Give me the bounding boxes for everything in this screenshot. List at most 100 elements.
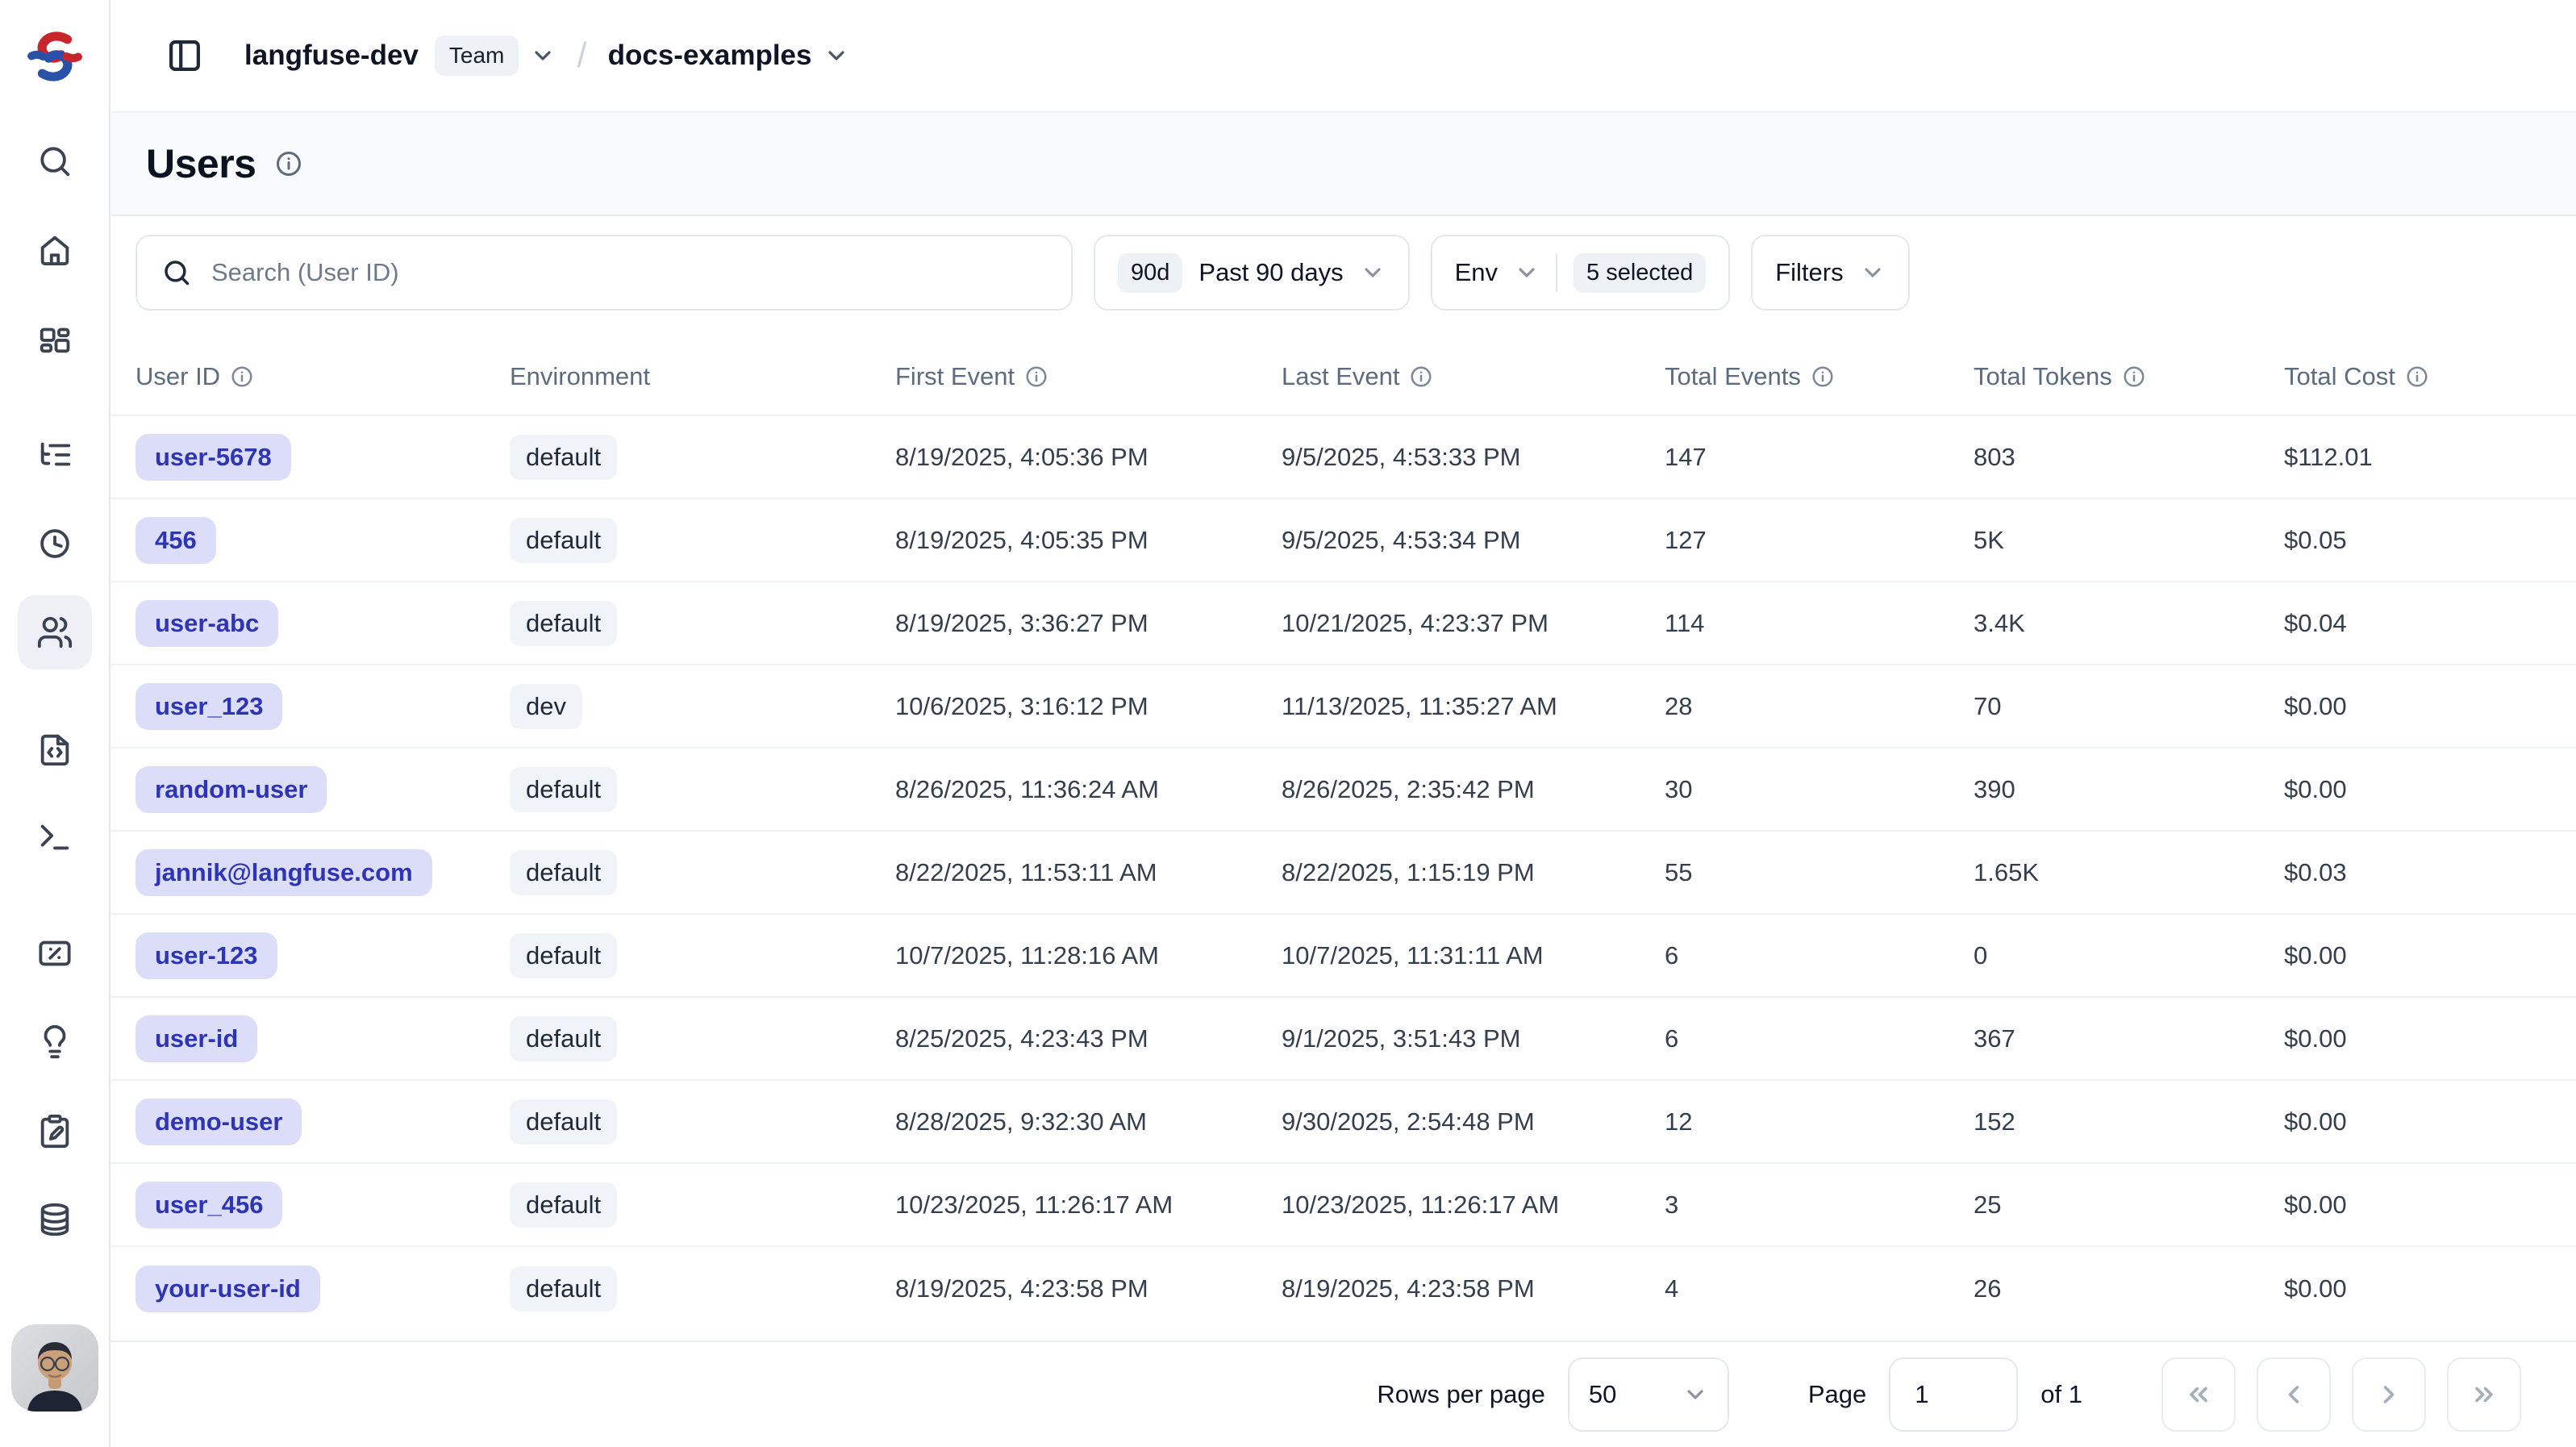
org-type-badge: Team	[434, 35, 519, 76]
project-name[interactable]: docs-examples	[607, 40, 812, 71]
user-id-badge[interactable]: user-5678	[135, 433, 291, 481]
filters-button[interactable]: Filters	[1751, 235, 1910, 311]
date-range-button[interactable]: 90d Past 90 days	[1094, 235, 1410, 311]
total-cost-cell: $0.00	[2284, 1024, 2347, 1053]
total-cost-cell: $0.04	[2284, 608, 2347, 637]
percent-card-icon	[38, 940, 71, 966]
org-name[interactable]: langfuse-dev	[244, 40, 419, 71]
info-icon[interactable]	[1811, 365, 1835, 389]
table-row[interactable]: user-abc default 8/19/2025, 3:36:27 PM 1…	[110, 582, 2576, 665]
sidebar-item-dashboard[interactable]	[18, 302, 92, 376]
sidebar-item-ideas[interactable]	[18, 1005, 92, 1079]
column-header[interactable]: User ID	[135, 362, 510, 391]
environment-label: Env	[1454, 258, 1498, 286]
sidebar	[0, 0, 110, 1447]
topbar: langfuse-dev Team / docs-examples	[110, 0, 2576, 113]
table-row[interactable]: user-5678 default 8/19/2025, 4:05:36 PM …	[110, 416, 2576, 499]
column-header[interactable]: Total Cost	[2284, 362, 2576, 391]
user-id-badge[interactable]: jannik@langfuse.com	[135, 849, 432, 896]
table-row[interactable]: user-id default 8/25/2025, 4:23:43 PM 9/…	[110, 998, 2576, 1081]
user-id-badge[interactable]: user-123	[135, 932, 277, 979]
search-icon	[40, 147, 69, 177]
last-event-cell: 8/19/2025, 4:23:58 PM	[1282, 1274, 1535, 1303]
sidebar-item-users[interactable]	[17, 595, 92, 669]
total-cost-cell: $0.03	[2284, 857, 2347, 886]
last-event-cell: 10/7/2025, 11:31:11 AM	[1282, 940, 1544, 970]
column-header[interactable]: Total Events	[1665, 362, 1974, 391]
home-icon	[40, 236, 69, 265]
user-id-badge[interactable]: user_456	[135, 1181, 283, 1228]
sidebar-item-home[interactable]	[18, 213, 92, 287]
info-icon[interactable]	[1024, 365, 1048, 389]
sidebar-item-datasets[interactable]	[18, 1182, 92, 1257]
sidebar-item-annotation[interactable]	[18, 1094, 92, 1168]
info-icon[interactable]	[230, 365, 254, 389]
sidebar-item-sessions[interactable]	[18, 507, 92, 581]
first-event-cell: 8/28/2025, 9:32:30 AM	[895, 1107, 1147, 1136]
sidebar-item-evaluation[interactable]	[18, 916, 92, 990]
user-avatar[interactable]	[10, 1324, 98, 1412]
info-icon[interactable]	[2405, 365, 2429, 389]
table-row[interactable]: random-user default 8/26/2025, 11:36:24 …	[110, 749, 2576, 832]
sidebar-item-playground[interactable]	[18, 800, 92, 874]
table-row[interactable]: jannik@langfuse.com default 8/22/2025, 1…	[110, 832, 2576, 915]
chevron-down-icon[interactable]	[530, 43, 556, 69]
sidebar-item-tracing[interactable]	[18, 418, 92, 492]
page-number-input[interactable]	[1889, 1357, 2019, 1432]
page-label: Page	[1807, 1380, 1867, 1408]
environment-filter-button[interactable]: Env 5 selected	[1430, 235, 1731, 311]
info-icon[interactable]	[274, 149, 303, 178]
table-row[interactable]: user_123 dev 10/6/2025, 3:16:12 PM 11/13…	[110, 665, 2576, 749]
table-row[interactable]: user-123 default 10/7/2025, 11:28:16 AM …	[110, 915, 2576, 998]
table-row[interactable]: user_456 default 10/23/2025, 11:26:17 AM…	[110, 1164, 2576, 1247]
total-cost-cell: $0.05	[2284, 525, 2347, 554]
last-event-cell: 10/21/2025, 4:23:37 PM	[1282, 608, 1549, 637]
column-header[interactable]: First Event	[895, 362, 1282, 391]
langfuse-logo[interactable]	[0, 0, 109, 113]
first-page-button[interactable]	[2161, 1357, 2236, 1432]
info-icon[interactable]	[1409, 365, 1433, 389]
info-icon[interactable]	[2122, 365, 2146, 389]
user-id-badge[interactable]: demo-user	[135, 1098, 302, 1145]
user-id-badge[interactable]: 456	[135, 516, 216, 564]
user-id-badge[interactable]: user_123	[135, 682, 283, 730]
total-events-cell: 114	[1665, 608, 1705, 637]
sidebar-item-search[interactable]	[18, 124, 92, 198]
sidebar-toggle-button[interactable]	[159, 30, 210, 81]
previous-page-button[interactable]	[2257, 1357, 2331, 1432]
sidebar-nav	[17, 113, 92, 1257]
rows-per-page-select[interactable]: 50	[1567, 1357, 1729, 1432]
table-row[interactable]: demo-user default 8/28/2025, 9:32:30 AM …	[110, 1081, 2576, 1164]
sidebar-item-prompts[interactable]	[18, 711, 92, 786]
last-event-cell: 9/30/2025, 2:54:48 PM	[1282, 1107, 1535, 1136]
total-tokens-cell: 367	[1974, 1024, 2015, 1053]
chevrons-right-icon	[2475, 1387, 2493, 1403]
table-row[interactable]: 456 default 8/19/2025, 4:05:35 PM 9/5/20…	[110, 499, 2576, 582]
last-page-button[interactable]	[2447, 1357, 2521, 1432]
user-id-badge[interactable]: user-id	[135, 1015, 258, 1062]
total-tokens-cell: 70	[1974, 691, 2002, 720]
total-tokens-cell: 25	[1974, 1190, 2002, 1219]
total-tokens-cell: 390	[1974, 774, 2015, 803]
column-header[interactable]: Last Event	[1282, 362, 1665, 391]
table-header-row: User ID Environment First Event Last Eve…	[110, 339, 2576, 416]
next-page-button[interactable]	[2352, 1357, 2426, 1432]
first-event-cell: 8/19/2025, 4:23:58 PM	[895, 1274, 1148, 1303]
table-row[interactable]: your-user-id default 8/19/2025, 4:23:58 …	[110, 1247, 2576, 1330]
user-id-badge[interactable]: your-user-id	[135, 1265, 320, 1312]
search-input[interactable]	[211, 258, 1047, 287]
environment-badge: default	[510, 1266, 618, 1311]
user-id-badge[interactable]: random-user	[135, 765, 327, 813]
column-header[interactable]: Total Tokens	[1974, 362, 2284, 391]
clipboard-pen-icon	[40, 1114, 69, 1149]
environment-badge: default	[510, 1015, 618, 1061]
total-events-cell: 147	[1665, 442, 1707, 471]
column-header[interactable]: Environment	[510, 362, 651, 390]
last-event-cell: 11/13/2025, 11:35:27 AM	[1282, 691, 1557, 720]
first-event-cell: 8/26/2025, 11:36:24 AM	[895, 774, 1159, 803]
user-id-badge[interactable]: user-abc	[135, 599, 279, 647]
total-events-cell: 3	[1665, 1190, 1679, 1219]
chevron-down-icon[interactable]	[823, 43, 849, 69]
date-range-label: Past 90 days	[1198, 258, 1344, 286]
